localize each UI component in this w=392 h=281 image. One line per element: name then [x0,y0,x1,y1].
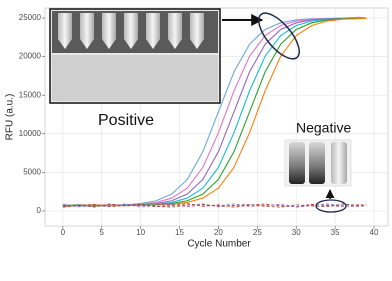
x-tick-label: 20 [214,228,223,237]
labels: 0 5000 10000 15000 20000 25000 0 5 10 15 20 25 30 35 4… [19,13,379,237]
positive-photo [49,8,221,104]
negative-line [62,203,367,208]
x-tick-label: 5 [100,228,105,237]
tube [146,13,160,49]
y-tick-label: 5000 [23,167,41,176]
negative-photo [284,139,352,187]
x-tick-label: 25 [253,228,262,237]
y-tick-label: 15000 [19,90,42,99]
negative-line [62,203,367,208]
y-tick-label: 25000 [19,13,42,22]
x-tick-label: 40 [370,228,379,237]
x-tick-label: 35 [331,228,340,237]
negative-line [62,203,367,208]
tube [58,13,72,49]
tube [168,13,182,49]
tube [190,13,204,49]
x-tick-label: 30 [292,228,301,237]
y-tick-label: 10000 [19,129,42,138]
lines [62,16,367,208]
x-tick-label: 0 [61,228,66,237]
tube [102,13,116,49]
highlight-ellipse [315,199,347,213]
y-axis-label: RFU (a.u.) [5,94,16,141]
y-tick-label: 0 [37,206,42,215]
tube [124,13,138,49]
positive-label: Positive [98,112,154,129]
x-tick-label: 15 [175,228,184,237]
x-tick-label: 10 [136,228,145,237]
x-axis-label: Cycle Number [187,239,251,250]
tube [80,13,94,49]
highlight-ellipse [258,12,300,60]
negative-label: Negative [296,120,351,136]
y-tick-label: 20000 [19,52,42,61]
